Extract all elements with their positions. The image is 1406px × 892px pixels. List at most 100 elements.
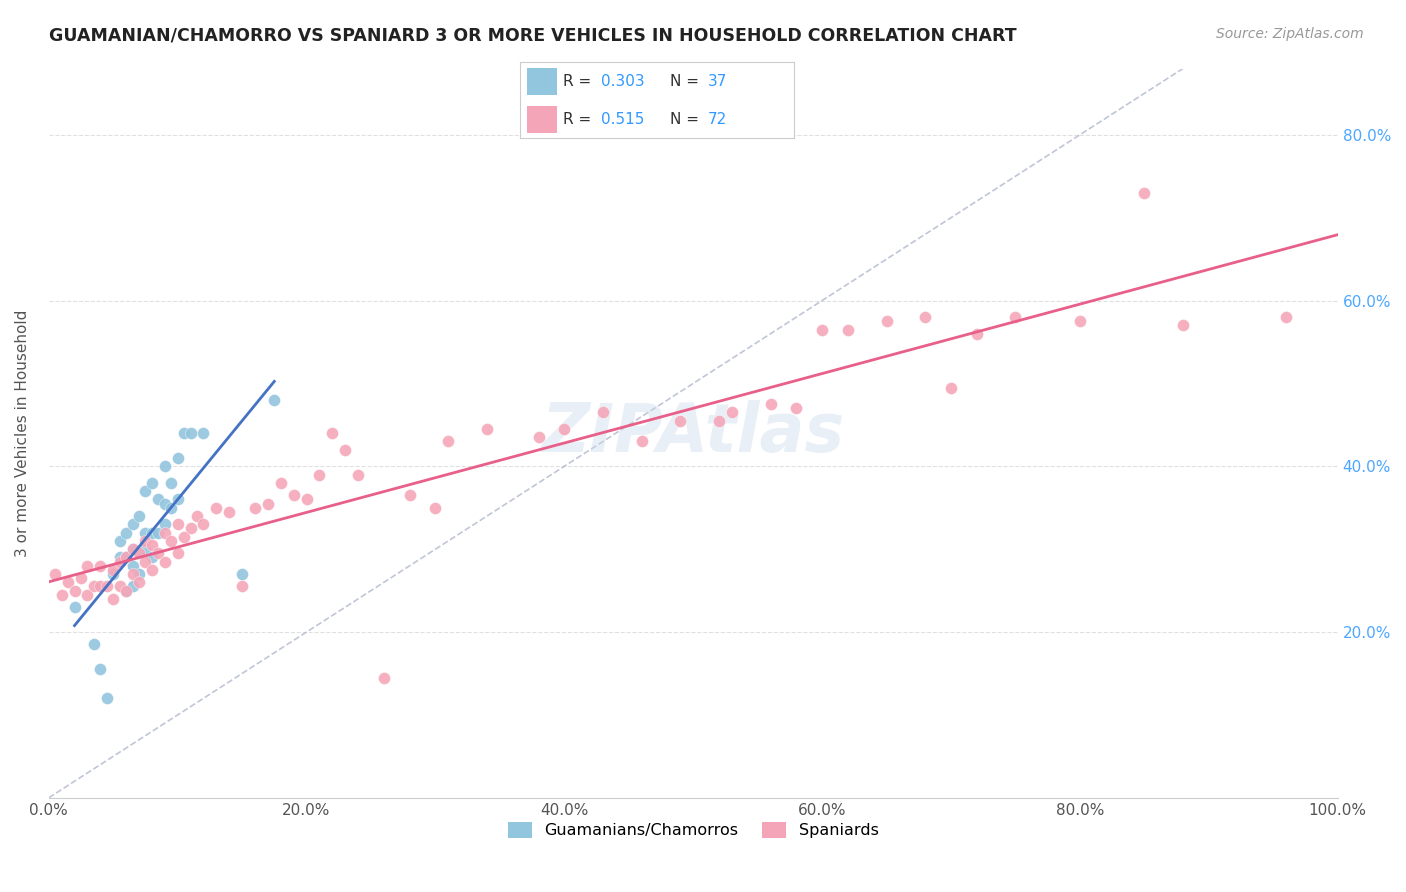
Point xyxy=(89,579,111,593)
Point xyxy=(153,459,176,474)
Point xyxy=(263,392,285,407)
Text: Source: ZipAtlas.com: Source: ZipAtlas.com xyxy=(1216,27,1364,41)
Point xyxy=(121,542,143,557)
Point xyxy=(335,442,357,457)
Point xyxy=(108,555,131,569)
Point xyxy=(134,555,156,569)
Point xyxy=(166,546,188,560)
Point xyxy=(811,322,834,336)
Point xyxy=(121,579,143,593)
Point xyxy=(141,475,163,490)
Point xyxy=(128,567,150,582)
Point xyxy=(96,691,118,706)
Point xyxy=(166,450,188,465)
Point xyxy=(939,381,962,395)
Point xyxy=(89,662,111,676)
Point xyxy=(257,497,280,511)
Point xyxy=(83,638,105,652)
Point xyxy=(148,546,170,560)
Point xyxy=(173,426,195,441)
Point xyxy=(153,555,176,569)
Point xyxy=(108,533,131,548)
Point xyxy=(134,484,156,499)
Point xyxy=(837,322,859,336)
Text: 0.303: 0.303 xyxy=(602,74,645,89)
Point xyxy=(173,530,195,544)
Point xyxy=(103,563,125,577)
Point xyxy=(134,533,156,548)
Point xyxy=(141,563,163,577)
Point xyxy=(103,591,125,606)
Point xyxy=(1171,318,1194,333)
Text: N =: N = xyxy=(669,74,703,89)
Point xyxy=(148,492,170,507)
Point xyxy=(76,588,98,602)
Point xyxy=(148,525,170,540)
Point xyxy=(1275,310,1298,325)
Point xyxy=(76,558,98,573)
Point xyxy=(115,583,138,598)
Text: 37: 37 xyxy=(709,74,727,89)
Point xyxy=(56,575,79,590)
Point xyxy=(83,579,105,593)
Point xyxy=(308,467,330,482)
Point xyxy=(115,583,138,598)
Point xyxy=(121,558,143,573)
Point xyxy=(180,521,202,535)
Point xyxy=(592,405,614,419)
Point xyxy=(1004,310,1026,325)
Point xyxy=(141,538,163,552)
Point xyxy=(180,426,202,441)
Point xyxy=(115,525,138,540)
Point xyxy=(283,488,305,502)
Point xyxy=(89,558,111,573)
Point xyxy=(141,550,163,565)
Point xyxy=(186,509,208,524)
Point xyxy=(103,567,125,582)
Point xyxy=(707,414,730,428)
Point xyxy=(876,314,898,328)
Point xyxy=(160,500,183,515)
Point xyxy=(128,509,150,524)
Point xyxy=(231,579,253,593)
Point xyxy=(134,542,156,557)
Point xyxy=(63,583,86,598)
Point xyxy=(166,492,188,507)
Point xyxy=(193,426,215,441)
Point xyxy=(115,550,138,565)
Point xyxy=(153,497,176,511)
Point xyxy=(321,426,343,441)
Point xyxy=(115,550,138,565)
Point xyxy=(527,430,550,444)
Point xyxy=(160,533,183,548)
FancyBboxPatch shape xyxy=(527,68,557,95)
Text: R =: R = xyxy=(562,112,600,127)
Point xyxy=(347,467,370,482)
Point xyxy=(398,488,420,502)
Point xyxy=(437,434,460,449)
Point xyxy=(44,567,66,582)
Point xyxy=(373,671,395,685)
Y-axis label: 3 or more Vehicles in Household: 3 or more Vehicles in Household xyxy=(15,310,30,557)
Point xyxy=(475,422,498,436)
Point xyxy=(108,579,131,593)
Point xyxy=(295,492,318,507)
Point xyxy=(231,567,253,582)
Point xyxy=(121,567,143,582)
Point xyxy=(70,571,93,585)
Point xyxy=(141,525,163,540)
Point xyxy=(63,600,86,615)
Point xyxy=(914,310,936,325)
Point xyxy=(193,517,215,532)
Point xyxy=(160,475,183,490)
Text: N =: N = xyxy=(669,112,703,127)
Point xyxy=(1069,314,1091,328)
Point xyxy=(759,397,782,411)
Point xyxy=(243,500,266,515)
Point xyxy=(128,575,150,590)
Point xyxy=(121,517,143,532)
Point xyxy=(166,517,188,532)
Point xyxy=(153,517,176,532)
Point xyxy=(218,505,240,519)
Text: R =: R = xyxy=(562,74,596,89)
